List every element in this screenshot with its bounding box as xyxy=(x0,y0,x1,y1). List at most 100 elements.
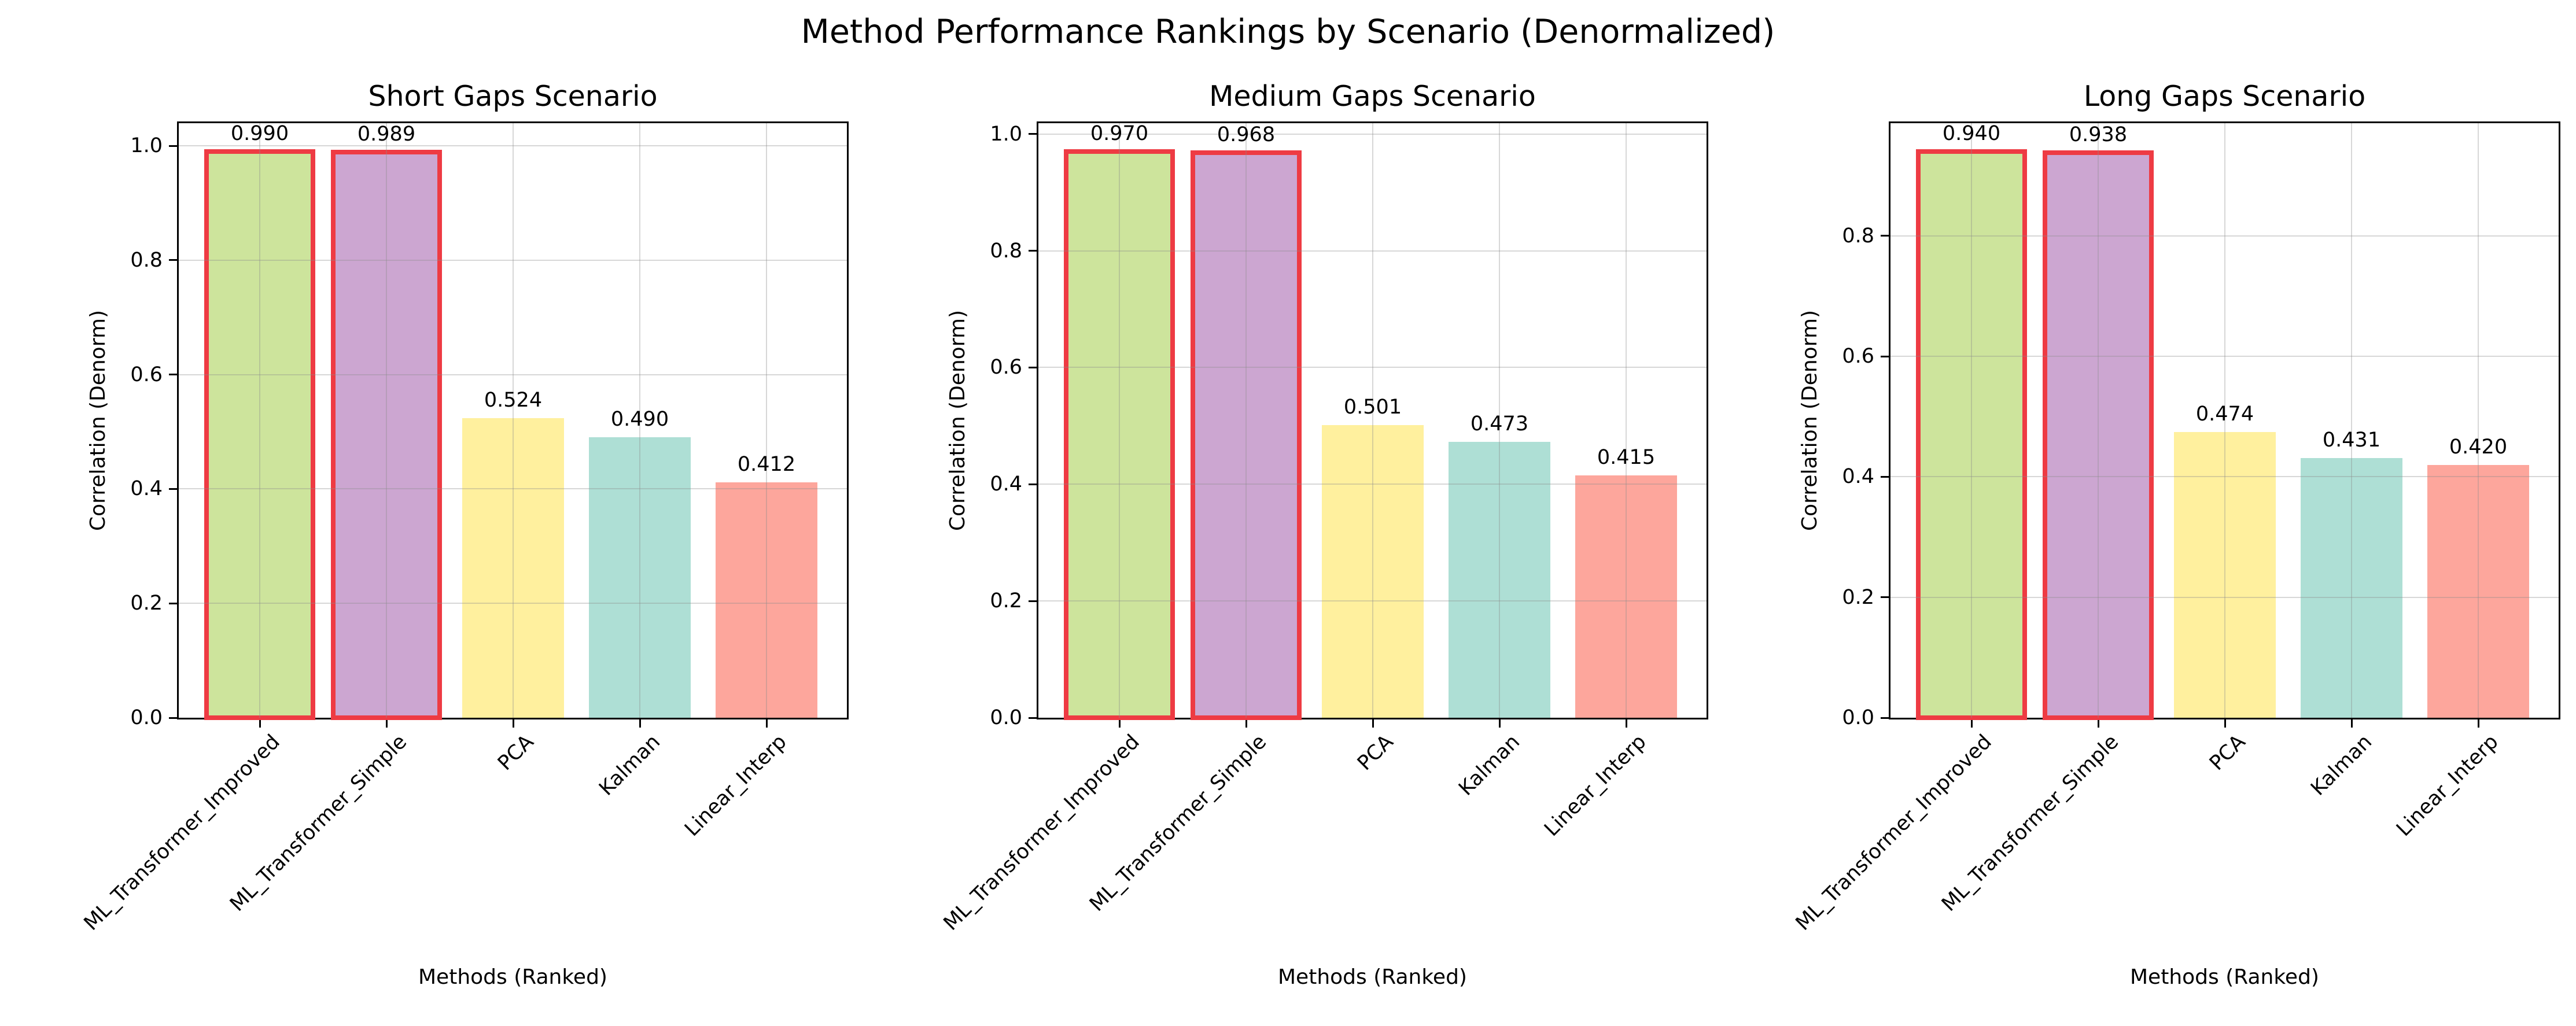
bar xyxy=(1575,475,1677,718)
y-tick-mark xyxy=(169,374,177,376)
v-gridline xyxy=(1245,123,1247,718)
v-gridline xyxy=(386,123,387,718)
x-tick-label: Kalman xyxy=(1454,730,1524,800)
x-tick-mark xyxy=(385,719,388,728)
v-gridline xyxy=(1499,123,1500,718)
y-tick-label: 0.0 xyxy=(130,706,163,729)
plot-area: 0.940 0.938 0.474 0.431 0.420 xyxy=(1889,121,2560,720)
h-gridline xyxy=(1038,133,1707,135)
subplot-title: Long Gaps Scenario xyxy=(2083,80,2366,113)
x-tick-label: Linear_Interp xyxy=(1540,730,1651,842)
y-axis-label: Correlation (Denorm) xyxy=(86,310,110,531)
plot-area: 0.990 0.989 0.524 0.490 0.412 xyxy=(177,121,849,720)
bar xyxy=(2174,432,2276,718)
x-tick-mark xyxy=(2477,719,2479,728)
y-tick-label: 0.4 xyxy=(130,477,163,501)
x-tick-mark xyxy=(1245,719,1247,728)
bar-value-label: 0.431 xyxy=(2322,429,2381,452)
x-tick-mark xyxy=(1372,719,1374,728)
bar xyxy=(1916,149,2027,720)
bar xyxy=(204,149,315,720)
v-gridline xyxy=(1372,123,1373,718)
bar xyxy=(716,482,817,718)
bar xyxy=(1191,150,1302,720)
x-tick-mark xyxy=(2224,719,2226,728)
y-tick-mark xyxy=(1881,596,1889,599)
y-tick-label: 0.0 xyxy=(990,706,1022,729)
y-tick-mark xyxy=(1029,717,1037,719)
x-tick-label: Kalman xyxy=(594,730,665,800)
bar xyxy=(1322,425,1424,718)
figure-suptitle: Method Performance Rankings by Scenario … xyxy=(801,13,1775,51)
bar-value-label: 0.524 xyxy=(484,389,543,412)
x-axis-label: Methods (Ranked) xyxy=(2130,965,2319,989)
h-gridline xyxy=(1038,250,1707,252)
bar-value-label: 0.412 xyxy=(737,453,796,476)
h-gridline xyxy=(1890,356,2559,357)
y-tick-mark xyxy=(169,488,177,490)
y-tick-label: 0.8 xyxy=(130,248,163,272)
v-gridline xyxy=(2351,123,2352,718)
bar xyxy=(2427,465,2529,718)
x-tick-mark xyxy=(639,719,641,728)
v-gridline xyxy=(513,123,514,718)
bar xyxy=(1064,149,1175,720)
bar xyxy=(331,150,442,720)
bar-value-label: 0.940 xyxy=(1942,122,2001,145)
bar xyxy=(589,437,691,718)
y-tick-label: 0.2 xyxy=(130,592,163,615)
y-axis-label: Correlation (Denorm) xyxy=(1798,310,1822,531)
x-tick-mark xyxy=(2350,719,2353,728)
y-tick-mark xyxy=(169,602,177,604)
v-gridline xyxy=(1971,123,1972,718)
h-gridline xyxy=(1038,484,1707,485)
bar-value-label: 0.938 xyxy=(2069,123,2128,146)
y-tick-mark xyxy=(1029,366,1037,368)
y-tick-mark xyxy=(1029,600,1037,602)
bar-value-label: 0.989 xyxy=(357,123,416,146)
bar-value-label: 0.473 xyxy=(1470,412,1529,436)
x-tick-label: PCA xyxy=(493,730,538,776)
y-tick-label: 0.8 xyxy=(1842,224,1874,248)
v-gridline xyxy=(1626,123,1627,718)
v-gridline xyxy=(2224,123,2225,718)
x-tick-mark xyxy=(1970,719,1973,728)
x-tick-mark xyxy=(1498,719,1501,728)
x-tick-mark xyxy=(512,719,514,728)
y-tick-mark xyxy=(1029,133,1037,135)
x-tick-label: Linear_Interp xyxy=(2392,730,2503,842)
subplot-title: Medium Gaps Scenario xyxy=(1209,80,1536,113)
h-gridline xyxy=(1890,596,2559,598)
h-gridline xyxy=(1038,367,1707,368)
bar xyxy=(2301,458,2402,718)
v-gridline xyxy=(766,123,767,718)
v-gridline xyxy=(1119,123,1120,718)
bar-value-label: 0.968 xyxy=(1217,123,1276,146)
h-gridline xyxy=(1890,476,2559,478)
bar xyxy=(2043,150,2154,720)
y-tick-label: 0.6 xyxy=(990,356,1022,379)
v-gridline xyxy=(2098,123,2099,718)
x-tick-label: PCA xyxy=(1353,730,1398,776)
v-gridline xyxy=(639,123,640,718)
y-tick-label: 0.2 xyxy=(990,589,1022,613)
bar xyxy=(1449,442,1550,718)
y-tick-label: 0.6 xyxy=(130,363,163,386)
y-tick-label: 0.0 xyxy=(1842,706,1874,729)
y-tick-label: 0.4 xyxy=(1842,465,1874,489)
x-tick-mark xyxy=(765,719,768,728)
y-tick-label: 0.8 xyxy=(990,239,1022,263)
y-tick-mark xyxy=(1881,355,1889,357)
bar-value-label: 0.990 xyxy=(230,122,289,145)
bar-value-label: 0.474 xyxy=(2195,403,2254,426)
bar-value-label: 0.970 xyxy=(1090,122,1149,145)
y-tick-mark xyxy=(169,717,177,719)
y-tick-label: 0.4 xyxy=(990,473,1022,496)
x-tick-label: Linear_Interp xyxy=(680,730,791,842)
bar-value-label: 0.501 xyxy=(1343,396,1402,419)
bar-value-label: 0.490 xyxy=(610,408,669,431)
x-tick-mark xyxy=(1625,719,1627,728)
h-gridline xyxy=(179,603,847,604)
bar xyxy=(462,418,564,718)
x-tick-mark xyxy=(259,719,261,728)
